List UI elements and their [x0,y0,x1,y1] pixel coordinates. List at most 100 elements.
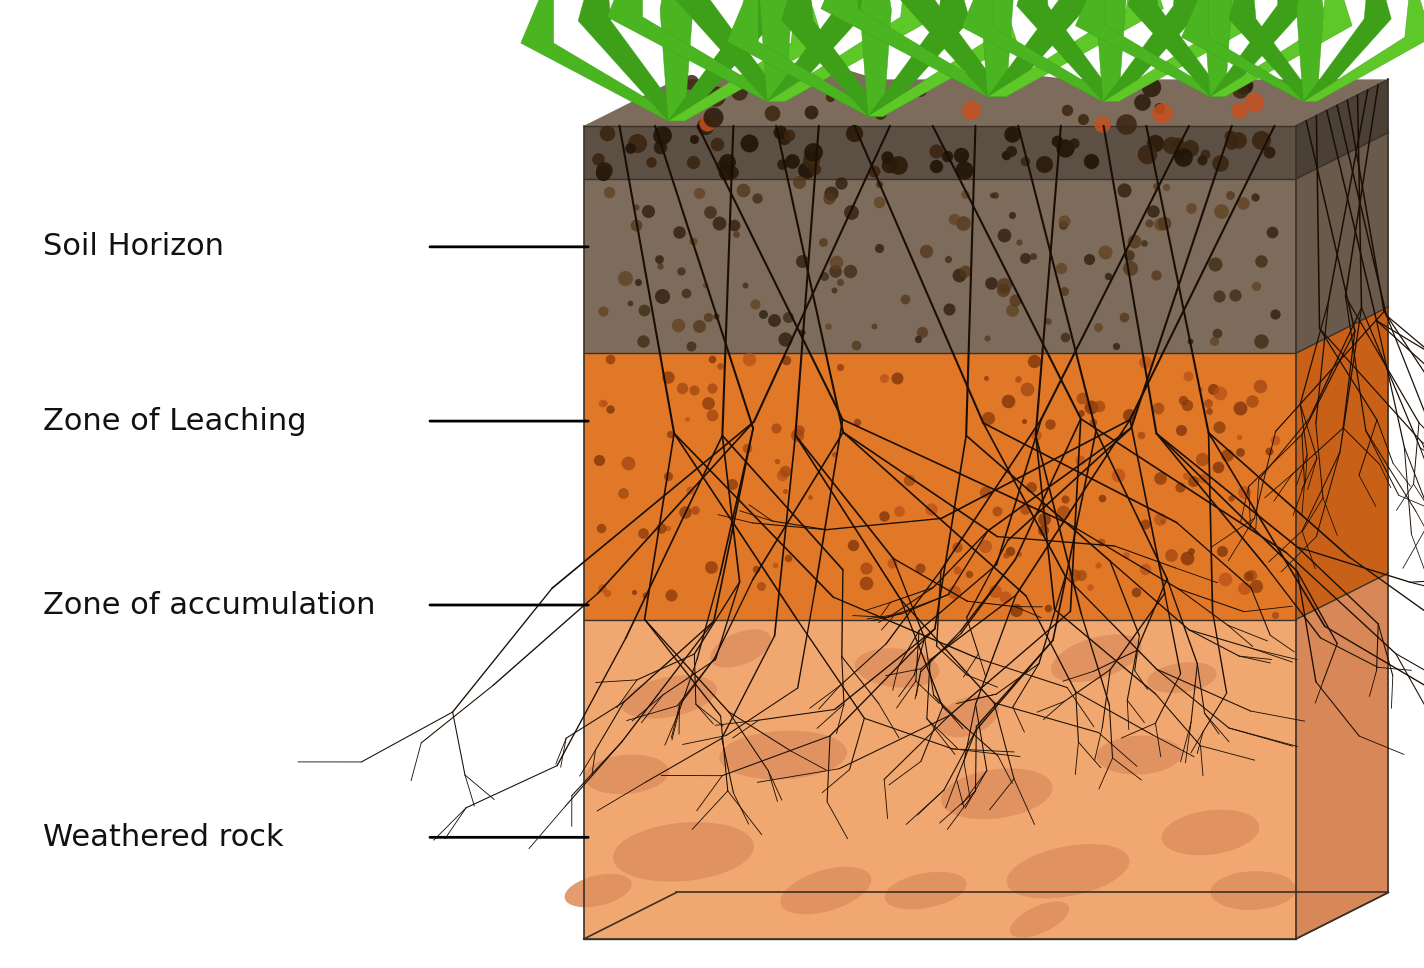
Point [863,164,886,179]
Polygon shape [886,0,1005,97]
Point [1037,600,1059,616]
Point [648,139,671,155]
Point [763,312,786,327]
Point [651,288,674,304]
Point [1176,398,1199,413]
Point [846,414,869,430]
Point [854,560,877,576]
Point [622,584,645,599]
Point [1008,547,1031,562]
Point [1004,602,1027,618]
Point [943,585,965,600]
Point [590,395,612,410]
Point [699,559,722,574]
Point [958,565,981,581]
Point [592,395,615,410]
Point [1219,129,1242,144]
Point [614,271,637,287]
Point [893,291,916,307]
Point [656,521,679,536]
Point [1208,420,1230,436]
Point [1257,443,1280,459]
Ellipse shape [711,629,770,668]
Point [817,190,840,205]
Point [1233,76,1256,92]
Point [1179,140,1202,156]
Point [1159,547,1182,562]
Point [684,501,706,517]
Ellipse shape [719,731,847,779]
Point [1089,534,1112,550]
Point [675,286,698,301]
Point [1145,267,1168,283]
Point [770,467,793,482]
Point [632,302,655,318]
Polygon shape [584,79,1388,126]
Point [1062,136,1085,151]
Point [1004,292,1027,308]
Point [1007,372,1030,387]
Point [773,331,796,347]
Point [701,350,723,366]
Point [897,472,920,488]
Point [1172,392,1195,408]
Point [612,485,635,500]
Point [631,526,654,541]
Point [1134,354,1156,370]
Point [1148,101,1171,116]
Point [736,440,759,456]
Polygon shape [659,0,692,121]
Point [1022,353,1045,369]
Polygon shape [1095,0,1126,102]
Point [1069,567,1092,583]
Point [1220,135,1243,150]
Ellipse shape [1010,901,1069,938]
Point [1145,179,1168,195]
Point [946,540,968,556]
Polygon shape [988,0,1108,97]
Polygon shape [607,0,785,102]
Point [721,476,743,492]
Point [1106,467,1129,482]
Point [799,104,822,119]
Point [954,263,977,279]
Point [950,147,973,163]
Polygon shape [1303,0,1391,102]
Point [723,218,746,233]
Point [1014,501,1037,517]
Point [1206,325,1229,341]
Text: Soil Horizon: Soil Horizon [43,232,224,261]
Point [1000,543,1022,559]
Point [1249,133,1272,148]
Point [1213,571,1236,587]
Point [703,88,726,104]
Point [595,585,618,600]
Point [994,548,1017,563]
Point [914,243,937,258]
Point [993,277,1015,292]
Point [1000,143,1022,159]
Point [763,83,786,99]
Point [679,482,702,498]
Point [820,185,843,200]
Point [983,584,1005,599]
Point [799,152,822,167]
Point [1260,224,1283,239]
Point [946,562,968,578]
Point [867,240,890,256]
Point [1136,146,1159,162]
Point [682,154,705,169]
Point [701,379,723,395]
Point [1124,233,1146,249]
Point [817,318,840,334]
Ellipse shape [1096,736,1182,774]
Point [954,186,977,201]
Point [1001,126,1024,141]
Polygon shape [584,348,1296,620]
Point [682,382,705,398]
Point [625,199,648,215]
Point [1068,452,1091,468]
Point [1096,268,1119,284]
Point [1008,234,1031,250]
Point [1179,333,1202,348]
